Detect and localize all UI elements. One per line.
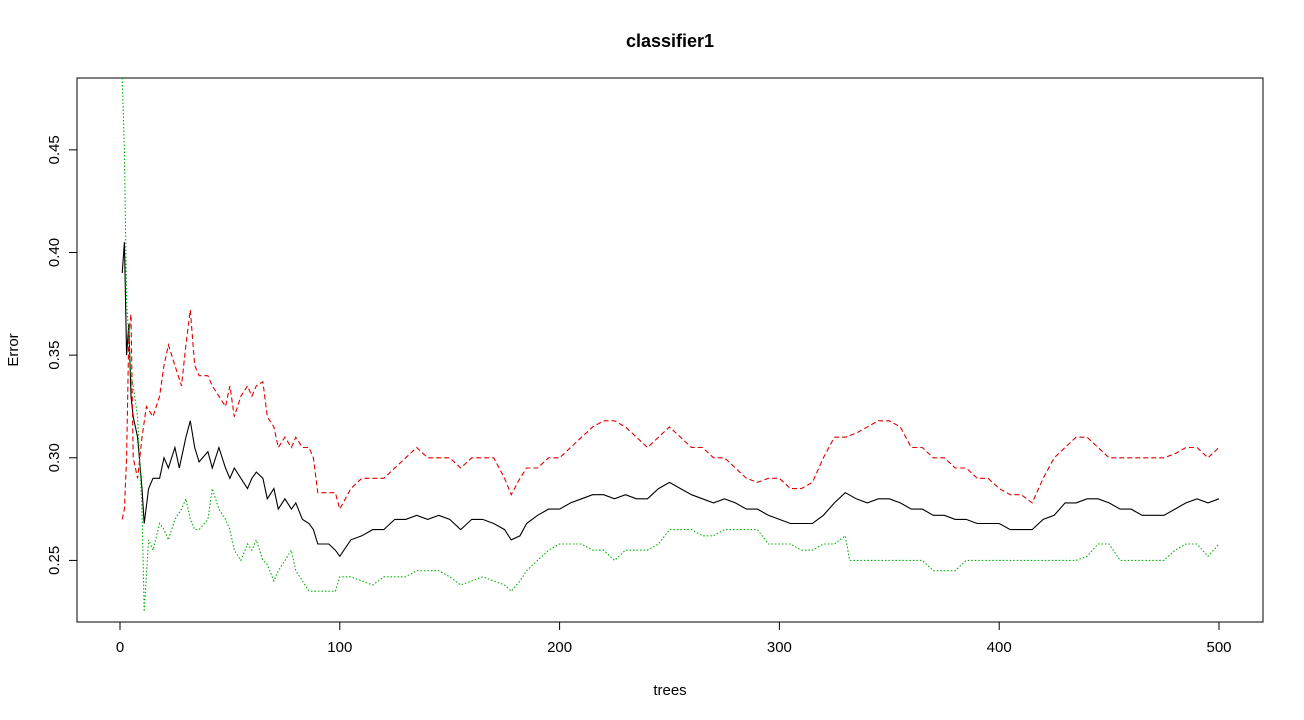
y-tick-label: 0.45 (46, 135, 63, 164)
x-tick-label: 0 (116, 639, 124, 656)
y-axis: 0.25 0.30 0.35 0.40 0.45 (46, 135, 78, 575)
series-line-2 (121, 309, 1220, 520)
chart-title: classifier1 (626, 31, 714, 51)
y-tick-label: 0.30 (46, 443, 63, 472)
x-tick-label: 100 (327, 639, 352, 656)
x-axis: 0 100 200 300 400 500 (116, 621, 1232, 656)
series-line-1 (121, 242, 1220, 558)
y-tick-label: 0.25 (46, 546, 63, 575)
y-axis-label: Error (5, 333, 22, 366)
plot-frame (76, 77, 1264, 623)
series-layer (121, 77, 1220, 612)
x-tick-label: 200 (547, 639, 572, 656)
y-tick-label: 0.40 (46, 238, 63, 267)
x-tick-label: 500 (1206, 639, 1231, 656)
series-line-3 (121, 77, 1220, 612)
x-axis-label: trees (653, 682, 686, 699)
x-tick-label: 400 (987, 639, 1012, 656)
x-tick-label: 300 (767, 639, 792, 656)
y-tick-label: 0.35 (46, 341, 63, 370)
